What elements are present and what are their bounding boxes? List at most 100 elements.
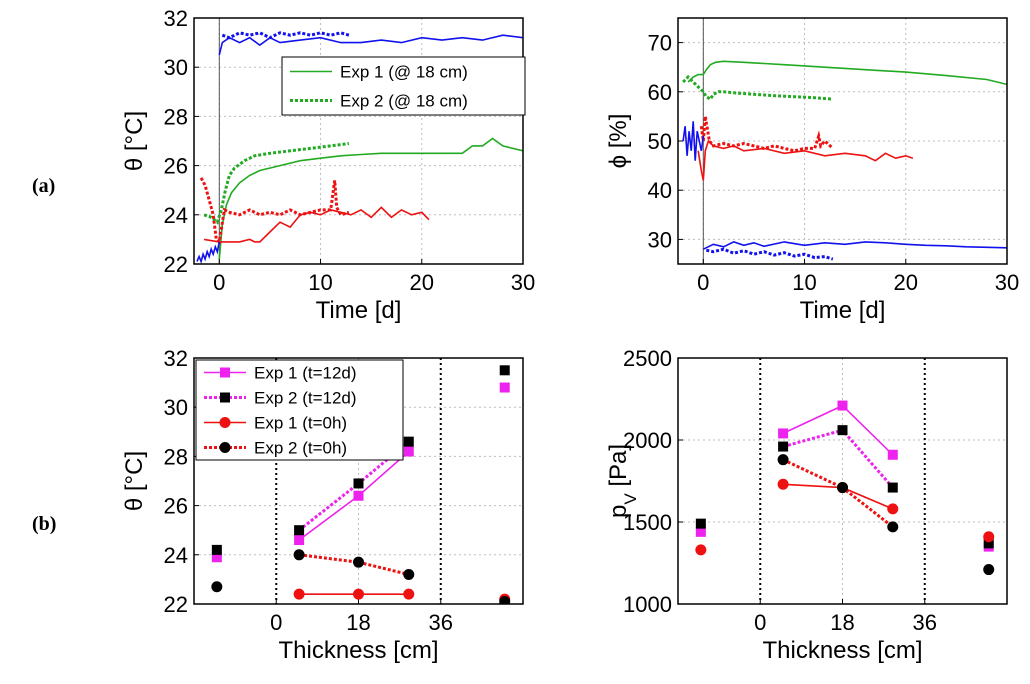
y-tick-label: 32 xyxy=(164,346,188,371)
data-point-circle xyxy=(887,503,899,515)
x-axis-label: Thickness [cm] xyxy=(762,637,922,664)
data-point-square xyxy=(778,441,789,452)
data-point-circle xyxy=(983,531,995,543)
axes-frame xyxy=(193,357,524,605)
data-point-circle xyxy=(403,568,415,580)
data-point-square xyxy=(887,482,898,493)
plot-area xyxy=(196,31,523,264)
y-tick-label: 60 xyxy=(648,80,672,105)
x-tick-label: 20 xyxy=(410,270,434,295)
data-point-circle xyxy=(293,588,305,600)
series-line xyxy=(782,458,894,529)
legend-marker-circle xyxy=(219,442,231,453)
data-point-circle xyxy=(777,478,789,490)
y-tick-label: 30 xyxy=(164,395,188,420)
series-line xyxy=(218,137,523,260)
data-point-circle xyxy=(983,564,995,576)
x-tick-label: 0 xyxy=(754,610,766,635)
data-point-circle xyxy=(777,454,789,466)
series-line xyxy=(199,177,350,245)
series-line xyxy=(702,241,1007,250)
data-point-circle xyxy=(887,521,899,533)
x-axis-label: Time [d] xyxy=(800,297,886,324)
x-tick-label: 0 xyxy=(270,610,282,635)
data-point-circle xyxy=(695,544,707,556)
y-axis-label: θ [°C] xyxy=(121,451,148,511)
legend-label: Exp 1 (t=12d) xyxy=(254,364,357,383)
data-point-square xyxy=(695,526,706,537)
legend-label: Exp 2 (t=12d) xyxy=(254,389,357,408)
chart-pv_thickness: 0 18 36 1000 1500 2000 2500 Thickness [cm] pV [P… xyxy=(605,346,1008,664)
y-tick-label: 2000 xyxy=(623,428,672,453)
y-axis-label: θ [°C] xyxy=(121,111,148,171)
y-tick-label: 24 xyxy=(164,203,188,228)
chart-temp_thickness: 0 18 36 22 24 26 28 30 32 Thickness [cm] θ [°C] Exp… xyxy=(121,346,524,664)
axes-frame xyxy=(677,17,1008,265)
series-line xyxy=(196,241,221,264)
y-tick-label: 22 xyxy=(164,252,188,277)
x-tick-label: 18 xyxy=(830,610,854,635)
data-point-circle xyxy=(211,581,223,593)
data-point-square xyxy=(499,365,510,376)
series-line xyxy=(687,60,1007,86)
y-tick-label: 26 xyxy=(164,494,188,519)
y-tick-label: 32 xyxy=(164,6,188,31)
data-point-square xyxy=(887,449,898,460)
x-tick-label: 36 xyxy=(429,610,453,635)
series-line xyxy=(203,142,350,225)
y-tick-label: 30 xyxy=(164,55,188,80)
y-tick-label: 28 xyxy=(164,104,188,129)
y-tick-label: 26 xyxy=(164,154,188,179)
data-point-square xyxy=(353,478,364,489)
y-tick-label: 1000 xyxy=(623,592,672,617)
plot-area xyxy=(211,365,511,604)
y-tick-label: 1500 xyxy=(623,510,672,535)
legend-box xyxy=(281,56,526,116)
plot-area xyxy=(695,400,995,576)
row-label-a: (a) xyxy=(32,175,55,197)
x-tick-label: 0 xyxy=(213,270,225,295)
data-point-square xyxy=(837,400,848,411)
x-tick-label: 0 xyxy=(697,270,709,295)
row-label-b: (b) xyxy=(32,513,56,535)
y-tick-label: 24 xyxy=(164,543,188,568)
axes-frame xyxy=(193,17,524,265)
series-line xyxy=(221,31,350,40)
data-point-square xyxy=(294,535,305,546)
y-axis-label: pV [Pa] xyxy=(605,444,640,518)
x-tick-label: 10 xyxy=(792,270,816,295)
x-axis-label: Thickness [cm] xyxy=(278,637,438,664)
data-point-square xyxy=(403,436,414,447)
legend-label: Exp 2 (@ 18 cm) xyxy=(340,92,468,111)
x-tick-label: 10 xyxy=(308,270,332,295)
x-tick-label: 18 xyxy=(346,610,370,635)
y-tick-label: 22 xyxy=(164,592,188,617)
y-tick-label: 30 xyxy=(648,227,672,252)
legend-label: Exp 1 (t=0h) xyxy=(254,414,347,433)
data-point-circle xyxy=(837,482,848,494)
series-line xyxy=(218,34,523,56)
charts: 0 10 20 30 22 24 26 28 30 32 Time [d] θ [°C] Exp 1 (… xyxy=(121,6,1019,664)
data-point-square xyxy=(211,544,222,555)
x-tick-label: 30 xyxy=(511,270,535,295)
data-point-circle xyxy=(353,556,364,568)
data-point-square xyxy=(403,446,414,457)
x-tick-label: 36 xyxy=(913,610,937,635)
y-tick-label: 2500 xyxy=(623,346,672,371)
x-tick-label: 30 xyxy=(995,270,1019,295)
data-point-circle xyxy=(499,596,511,604)
chart-rh_time: 0 10 20 30 30 40 50 60 70 Time [d] ϕ [%] xyxy=(605,17,1019,324)
legend-box xyxy=(195,359,404,461)
data-point-square xyxy=(837,425,848,436)
series-line xyxy=(203,206,430,243)
data-point-square xyxy=(211,552,222,563)
axes-frame xyxy=(677,357,1008,605)
y-tick-label: 50 xyxy=(648,129,672,154)
data-point-square xyxy=(778,428,789,439)
plot-area xyxy=(682,60,1007,261)
data-point-square xyxy=(983,538,994,549)
series-line xyxy=(705,247,834,261)
x-tick-label: 20 xyxy=(894,270,918,295)
legend-marker-circle xyxy=(219,417,231,428)
